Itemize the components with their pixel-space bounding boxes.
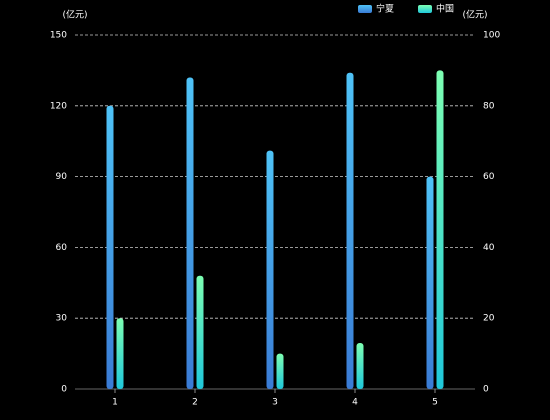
y-axis-label: (亿元) [62, 9, 87, 21]
bar [266, 150, 274, 389]
bar [116, 318, 124, 389]
y2-tick-label: 80 [483, 101, 495, 111]
bar [436, 70, 444, 390]
legend-label: 中国 [436, 3, 454, 15]
y-tick-label: 0 [61, 385, 67, 395]
x-tick-label: 4 [352, 398, 358, 408]
y2-tick-label: 20 [483, 314, 495, 324]
x-tick-label: 1 [112, 398, 118, 408]
x-tick-label: 5 [432, 398, 438, 408]
bar [196, 275, 204, 389]
y2-tick-label: 60 [483, 172, 495, 182]
y-tick-label: 90 [56, 172, 68, 182]
legend-swatch [358, 5, 372, 13]
bar [106, 105, 114, 390]
y2-tick-label: 100 [483, 31, 500, 41]
y-tick-label: 60 [56, 243, 68, 253]
y2-tick-label: 0 [483, 385, 489, 395]
legend-label: 宁夏 [376, 3, 394, 15]
bar [276, 353, 284, 389]
y2-tick-label: 40 [483, 243, 495, 253]
x-tick-label: 3 [272, 398, 278, 408]
legend-swatch [418, 5, 432, 13]
bar [356, 342, 364, 389]
y-tick-label: 150 [50, 31, 67, 41]
bar [186, 77, 194, 389]
bar [346, 72, 354, 389]
x-tick-label: 2 [192, 398, 198, 408]
y-tick-label: 120 [50, 101, 67, 111]
y2-axis-label: (亿元) [462, 9, 487, 21]
y-tick-label: 30 [56, 314, 68, 324]
bar [426, 176, 434, 389]
